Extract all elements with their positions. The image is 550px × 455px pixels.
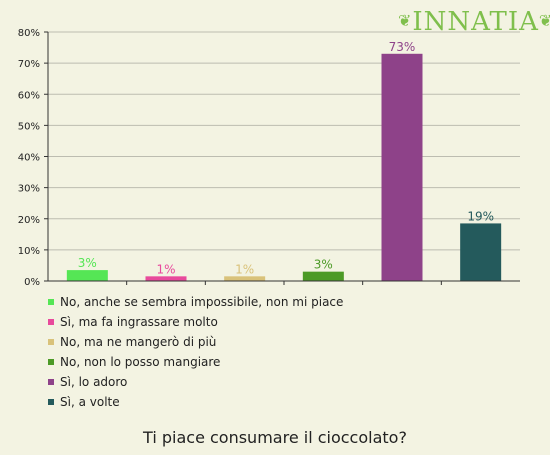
y-tick-label: 50% [18,121,40,132]
legend-swatch [48,319,54,325]
legend-label: No, anche se sembra impossibile, non mi … [60,295,344,309]
y-tick-label: 80% [18,28,40,39]
legend: No, anche se sembra impossibile, non mi … [48,294,343,414]
legend-item: No, non lo posso mangiare [48,354,343,374]
legend-label: No, non lo posso mangiare [60,355,221,369]
y-tick-label: 40% [18,153,40,164]
bar [145,276,187,281]
leaf-left-icon: ❦ [398,11,413,30]
legend-label: Sì, lo adoro [60,375,128,389]
data-label: 1% [156,262,175,276]
chart-title: Ti piace consumare il cioccolato? [143,428,407,447]
axes [47,32,520,285]
bar [66,270,108,281]
data-labels: 3% 1% 1% 3% 73% 19% [78,40,494,277]
y-tick-label: 0% [24,277,40,288]
legend-label: Sì, ma fa ingrassare molto [60,315,218,329]
legend-item: No, anche se sembra impossibile, non mi … [48,294,343,314]
bar [224,276,266,281]
legend-item: Sì, ma fa ingrassare molto [48,314,343,334]
y-axis-ticks: 0% 10% 20% 30% 40% 50% 60% 70% 80% [18,28,48,288]
legend-label: Sì, a volte [60,395,120,409]
legend-swatch [48,299,54,305]
legend-item: No, ma ne mangerò di più [48,334,343,354]
legend-item: Sì, a volte [48,394,343,414]
legend-swatch [48,339,54,345]
bars [66,53,502,281]
leaf-right-icon: ❦ [538,11,550,30]
data-label: 1% [235,262,254,276]
legend-swatch [48,379,54,385]
y-tick-label: 70% [18,59,40,70]
y-tick-label: 10% [18,246,40,257]
legend-label: No, ma ne mangerò di più [60,335,217,349]
bar [302,271,344,281]
y-tick-label: 30% [18,184,40,195]
data-label: 3% [78,256,97,270]
bar [460,223,502,281]
bar [381,53,423,281]
legend-swatch [48,359,54,365]
legend-item: Sì, lo adoro [48,374,343,394]
data-label: 19% [467,209,494,223]
data-label: 3% [314,258,333,272]
y-tick-label: 60% [18,90,40,101]
bar-chart-plot: 0% 10% 20% 30% 40% 50% 60% 70% 80% 3% 1% 1% 3% 73% 19… [18,28,520,288]
grid-lines [48,31,520,251]
data-label: 73% [389,40,416,54]
y-tick-label: 20% [18,215,40,226]
legend-swatch [48,399,54,405]
